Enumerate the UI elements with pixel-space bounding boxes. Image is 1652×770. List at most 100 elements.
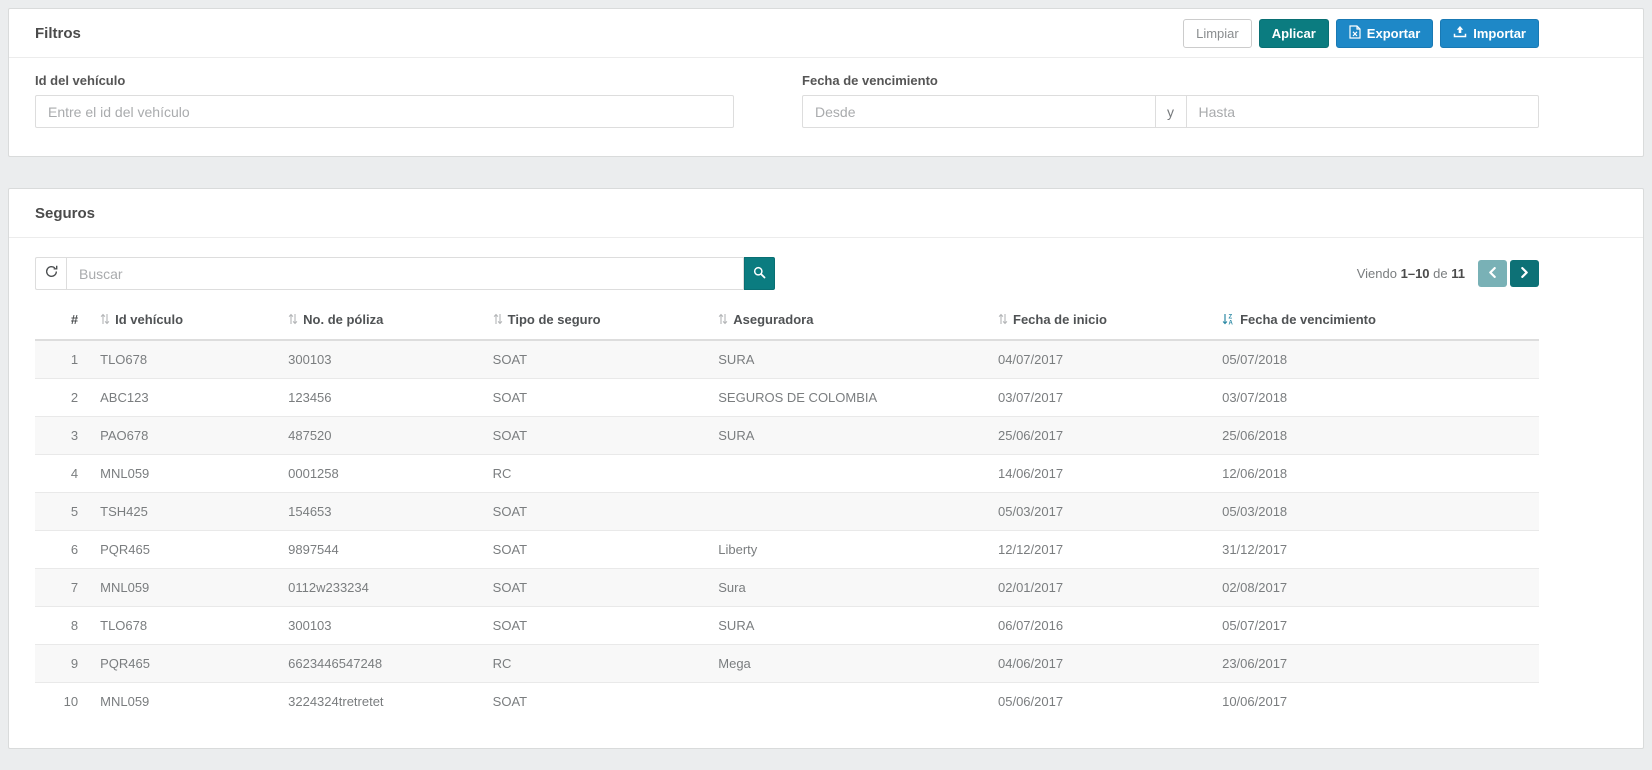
cell-no-poliza: 6623446547248 [280, 644, 485, 683]
cell-no-poliza: 487520 [280, 416, 485, 455]
cell-fecha-vencimiento: 05/07/2018 [1214, 339, 1539, 379]
cell-aseguradora: Liberty [710, 530, 990, 569]
column-header-tipo-seguro[interactable]: Tipo de seguro [484, 302, 711, 341]
column-header-no-poliza[interactable]: No. de póliza [280, 302, 485, 341]
cell-fecha-inicio: 05/06/2017 [990, 682, 1215, 720]
due-date-field: Fecha de vencimiento y [802, 73, 1539, 128]
paging-status: Viendo 1–10 de 11 [1357, 266, 1465, 281]
table-toolbar: Viendo 1–10 de 11 [35, 257, 1539, 290]
cell-num: 9 [35, 644, 93, 683]
cell-fecha-vencimiento: 25/06/2018 [1214, 416, 1539, 455]
cell-fecha-inicio: 04/07/2017 [990, 339, 1215, 379]
cell-tipo-seguro: SOAT [484, 682, 711, 720]
vehicle-id-input[interactable] [35, 95, 735, 128]
cell-no-poliza: 3224324tretretet [280, 682, 485, 720]
limpiar-button[interactable]: Limpiar [1183, 18, 1252, 48]
column-header-id-vehiculo[interactable]: Id vehículo [92, 302, 281, 341]
table-row: 5 TSH425 154653 SOAT 05/03/2017 05/03/2018 [35, 492, 1539, 531]
aplicar-button[interactable]: Aplicar [1258, 18, 1329, 48]
filters-panel-heading: Filtros Limpiar Aplicar Exportar Importa… [9, 9, 1643, 58]
cell-no-poliza: 0112w233234 [280, 568, 485, 607]
cell-fecha-inicio: 25/06/2017 [990, 416, 1215, 455]
importar-button[interactable]: Importar [1440, 18, 1539, 48]
seguros-table: # Id vehículo No. de póliza Tipo de seguro A… [35, 302, 1539, 720]
table-row: 1 TLO678 300103 SOAT SURA 04/07/2017 05/07/201… [35, 339, 1539, 379]
table-row: 7 MNL059 0112w233234 SOAT Sura 02/01/2017 02/0… [35, 568, 1539, 607]
cell-fecha-vencimiento: 31/12/2017 [1214, 530, 1539, 569]
table-row: 2 ABC123 123456 SOAT SEGUROS DE COLOMBIA 03/0… [35, 378, 1539, 417]
cell-id-vehiculo: MNL059 [92, 454, 281, 493]
cell-id-vehiculo: ABC123 [92, 378, 281, 417]
cell-id-vehiculo: PQR465 [92, 530, 281, 569]
column-header-fecha-inicio[interactable]: Fecha de inicio [990, 302, 1215, 341]
seguros-panel-heading: Seguros [9, 189, 1643, 238]
cell-no-poliza: 300103 [280, 339, 485, 379]
cell-aseguradora: SEGUROS DE COLOMBIA [710, 378, 990, 417]
cell-aseguradora [710, 492, 990, 531]
cell-tipo-seguro: SOAT [484, 606, 711, 645]
cell-tipo-seguro: SOAT [484, 568, 711, 607]
next-page-button[interactable] [1510, 260, 1539, 287]
cell-aseguradora: SURA [710, 339, 990, 379]
excel-file-icon [1349, 24, 1361, 42]
table-header-row: # Id vehículo No. de póliza Tipo de seguro A… [35, 302, 1539, 341]
cell-aseguradora [710, 682, 990, 720]
cell-fecha-inicio: 03/07/2017 [990, 378, 1215, 417]
paging-total: 11 [1451, 266, 1465, 281]
cell-tipo-seguro: SOAT [484, 492, 711, 531]
cell-aseguradora: SURA [710, 606, 990, 645]
sort-icon [493, 313, 503, 325]
column-label: Tipo de seguro [507, 312, 601, 327]
search-input[interactable] [66, 257, 744, 290]
cell-fecha-vencimiento: 12/06/2018 [1214, 454, 1539, 493]
paging-word-viendo: Viendo [1356, 266, 1397, 281]
table-row: 4 MNL059 0001258 RC 14/06/2017 12/06/2018 [35, 454, 1539, 493]
table-row: 10 MNL059 3224324tretretet SOAT 05/06/2017 10… [35, 682, 1539, 720]
cell-fecha-vencimiento: 05/03/2018 [1214, 492, 1539, 531]
due-date-range-group: y [802, 95, 1539, 128]
cell-aseguradora [710, 454, 990, 493]
svg-text:A: A [1229, 321, 1234, 325]
cell-fecha-vencimiento: 23/06/2017 [1214, 644, 1539, 683]
cell-tipo-seguro: SOAT [484, 530, 711, 569]
cell-fecha-inicio: 14/06/2017 [990, 454, 1215, 493]
cell-tipo-seguro: SOAT [484, 339, 711, 379]
seguros-title: Seguros [35, 204, 96, 222]
column-header-aseguradora[interactable]: Aseguradora [710, 302, 990, 341]
cell-aseguradora: Sura [710, 568, 990, 607]
paging-range: 1–10 [1400, 266, 1430, 281]
date-from-input[interactable] [802, 95, 1156, 128]
refresh-button[interactable] [35, 257, 66, 290]
cell-fecha-inicio: 05/03/2017 [990, 492, 1215, 531]
exportar-label: Exportar [1366, 25, 1421, 41]
column-label: Id vehículo [115, 312, 184, 327]
cell-id-vehiculo: PQR465 [92, 644, 281, 683]
prev-page-button[interactable] [1478, 260, 1507, 287]
date-to-input[interactable] [1185, 95, 1539, 128]
table-row: 9 PQR465 6623446547248 RC Mega 04/06/2017 23/0… [35, 644, 1539, 683]
paging-word-de: de [1433, 266, 1448, 281]
cell-no-poliza: 123456 [280, 378, 485, 417]
cell-num: 6 [35, 530, 93, 569]
exportar-button[interactable]: Exportar [1335, 18, 1434, 48]
cell-tipo-seguro: SOAT [484, 416, 711, 455]
cell-no-poliza: 9897544 [280, 530, 485, 569]
cell-num: 4 [35, 454, 93, 493]
cell-id-vehiculo: TLO678 [92, 606, 281, 645]
cell-fecha-inicio: 02/01/2017 [990, 568, 1215, 607]
svg-text:Z: Z [1229, 314, 1233, 320]
cell-id-vehiculo: TLO678 [92, 339, 281, 379]
filters-actions: Limpiar Aplicar Exportar Importar [1176, 18, 1539, 48]
cell-num: 1 [35, 339, 93, 379]
cell-tipo-seguro: RC [484, 454, 711, 493]
column-header-fecha-vencimiento[interactable]: Z A Fecha de vencimiento [1214, 302, 1539, 341]
cell-fecha-inicio: 06/07/2016 [990, 606, 1215, 645]
date-range-separator: y [1155, 95, 1186, 128]
vehicle-id-field: Id del vehículo [35, 73, 735, 128]
chevron-right-icon [1520, 266, 1529, 281]
sort-icon [998, 313, 1008, 325]
column-label: Fecha de vencimiento [1240, 312, 1376, 327]
search-button[interactable] [744, 257, 775, 290]
